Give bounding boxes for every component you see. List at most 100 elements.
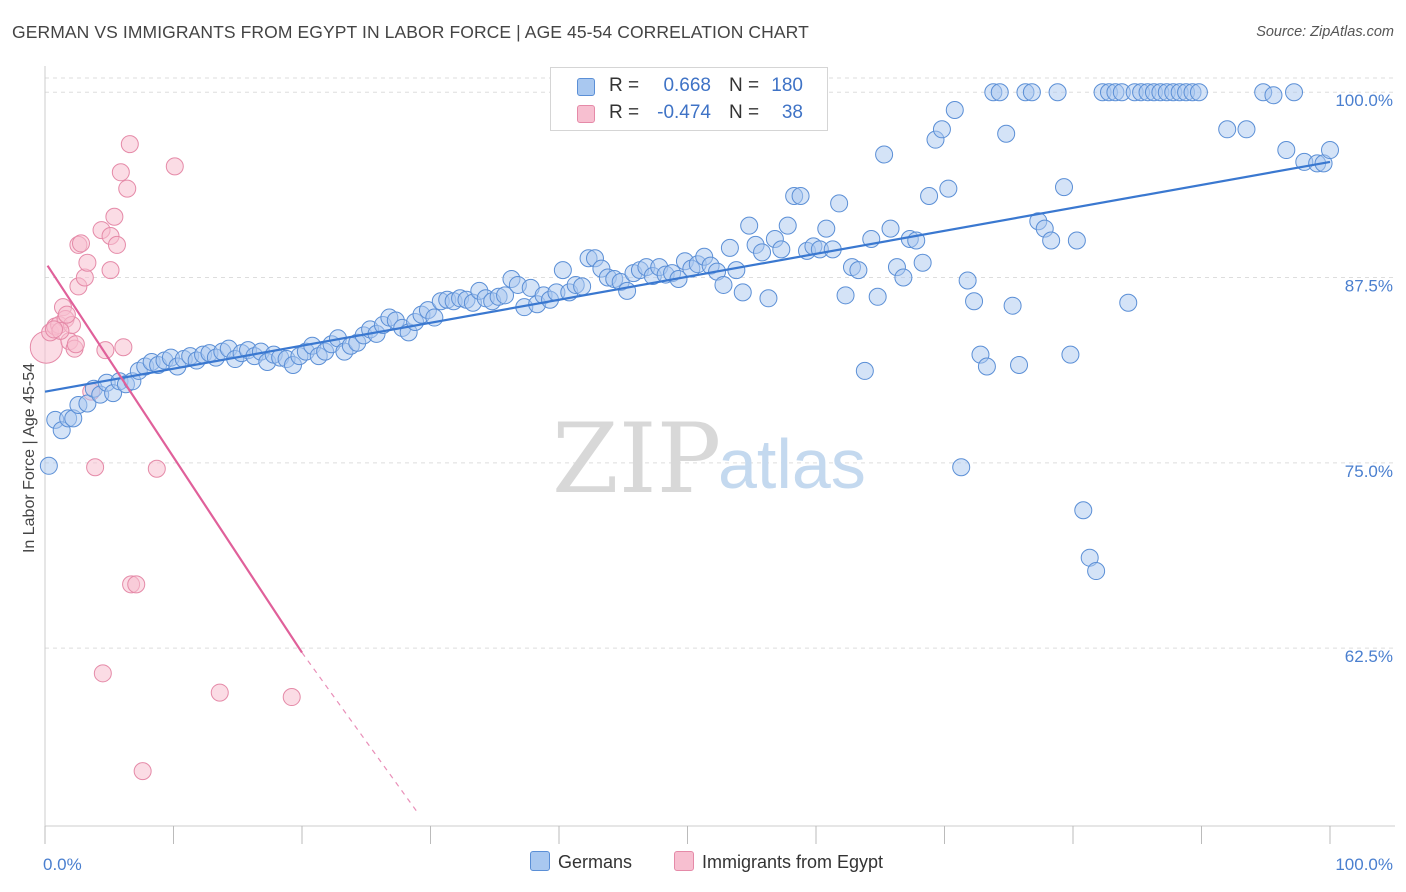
egypt-point xyxy=(133,762,152,781)
egypt-point xyxy=(118,179,137,198)
axes xyxy=(44,66,1395,844)
egypt-point xyxy=(114,338,133,357)
legend-n-label: N = xyxy=(729,102,760,123)
german-point xyxy=(1237,120,1256,139)
german-point xyxy=(1003,296,1022,315)
german-point xyxy=(1189,83,1208,102)
egypt-point xyxy=(210,683,229,702)
german-point xyxy=(740,216,759,235)
x-tick-labels: 0.0% 100.0% xyxy=(43,855,1393,874)
watermark-zip: ZIP xyxy=(552,403,721,515)
german-point xyxy=(1074,501,1093,520)
legend-n-value: 180 xyxy=(771,75,803,96)
german-point xyxy=(977,357,996,376)
egypt-point xyxy=(105,207,124,226)
german-point xyxy=(958,271,977,290)
german-point xyxy=(772,240,791,259)
legend-r-value: -0.474 xyxy=(657,102,711,123)
bottom-legend-egypt: Immigrants from Egypt xyxy=(674,851,883,873)
egypt-point xyxy=(57,305,76,324)
legend-r-label: R = xyxy=(609,102,640,123)
egypt-point xyxy=(71,234,90,253)
chart-title: GERMAN VS IMMIGRANTS FROM EGYPT IN LABOR… xyxy=(12,22,809,42)
egypt-point xyxy=(282,688,301,707)
bottom-legend-swatch-egypt xyxy=(674,851,694,871)
german-point xyxy=(573,277,592,296)
german-point xyxy=(1264,86,1283,105)
german-point xyxy=(791,187,810,205)
german-point xyxy=(1277,141,1296,160)
y-tick-label: 100.0% xyxy=(1335,91,1393,110)
bottom-legend-label-germans: Germans xyxy=(558,852,633,872)
egypt-point xyxy=(93,664,112,683)
source-credit: Source: ZipAtlas.com xyxy=(1256,24,1394,40)
german-point xyxy=(1321,141,1339,160)
legend-r-label: R = xyxy=(609,75,640,96)
german-point xyxy=(830,194,849,213)
egypt-point xyxy=(86,458,105,477)
watermark: ZIP atlas xyxy=(552,403,866,515)
german-point xyxy=(939,179,958,198)
german-point xyxy=(1067,231,1086,250)
german-point xyxy=(868,287,887,306)
egypt-point xyxy=(107,235,126,254)
german-point xyxy=(496,286,515,305)
german-point xyxy=(875,145,894,164)
egypt-point xyxy=(147,459,166,478)
y-tick-label: 75.0% xyxy=(1345,462,1393,481)
german-point xyxy=(778,216,797,235)
gridlines xyxy=(45,77,1395,649)
german-point xyxy=(1061,345,1080,364)
german-point xyxy=(714,275,733,294)
german-point xyxy=(553,261,572,280)
german-point xyxy=(618,281,637,300)
german-point xyxy=(753,243,772,262)
y-axis-label: In Labor Force | Age 45-54 xyxy=(21,363,38,553)
german-point xyxy=(990,83,1009,102)
german-point xyxy=(965,292,984,311)
german-point xyxy=(932,120,951,139)
y-tick-label: 87.5% xyxy=(1345,277,1393,296)
y-tick-label: 62.5% xyxy=(1345,647,1393,666)
german-point xyxy=(1218,120,1237,139)
german-point xyxy=(1048,83,1067,102)
stats-legend: R = 0.668 N = 180 R = -0.474 N = 38 xyxy=(550,67,828,131)
legend-n-label: N = xyxy=(729,75,760,96)
german-point xyxy=(881,219,900,238)
german-point xyxy=(78,394,97,413)
german-point xyxy=(849,261,868,280)
legend-r-value: 0.668 xyxy=(663,75,711,96)
egypt-point xyxy=(66,335,85,354)
german-point xyxy=(945,101,964,120)
watermark-atlas: atlas xyxy=(718,425,866,503)
legend-row-germans: R = 0.668 N = 180 xyxy=(551,74,827,100)
egypt-trend-line xyxy=(46,265,303,654)
german-point xyxy=(759,289,778,308)
germans-trend-line xyxy=(44,160,1331,393)
egypt-point xyxy=(75,268,94,287)
german-point xyxy=(817,219,836,238)
german-point xyxy=(733,283,752,302)
egypt-point xyxy=(111,163,130,182)
egypt-point xyxy=(120,135,139,154)
german-point xyxy=(920,187,939,205)
bottom-legend-swatch-germans xyxy=(530,851,550,871)
german-point xyxy=(720,238,739,257)
egypt-point xyxy=(127,575,146,594)
y-tick-labels: 62.5% 75.0% 87.5% 100.0% xyxy=(1335,91,1393,666)
german-point xyxy=(1087,562,1106,581)
german-point xyxy=(1055,178,1074,197)
egypt-point xyxy=(165,157,184,176)
legend-swatch-germans xyxy=(577,78,595,96)
german-point xyxy=(1285,83,1304,102)
trend-lines xyxy=(44,160,1331,814)
german-point xyxy=(997,124,1016,143)
german-point xyxy=(855,361,874,380)
legend-n-value: 38 xyxy=(781,102,803,123)
x-tick-label: 0.0% xyxy=(43,855,82,874)
german-point xyxy=(894,268,913,287)
german-point xyxy=(1022,83,1041,102)
x-tick-label: 100.0% xyxy=(1335,855,1393,874)
egypt-point xyxy=(78,253,97,272)
